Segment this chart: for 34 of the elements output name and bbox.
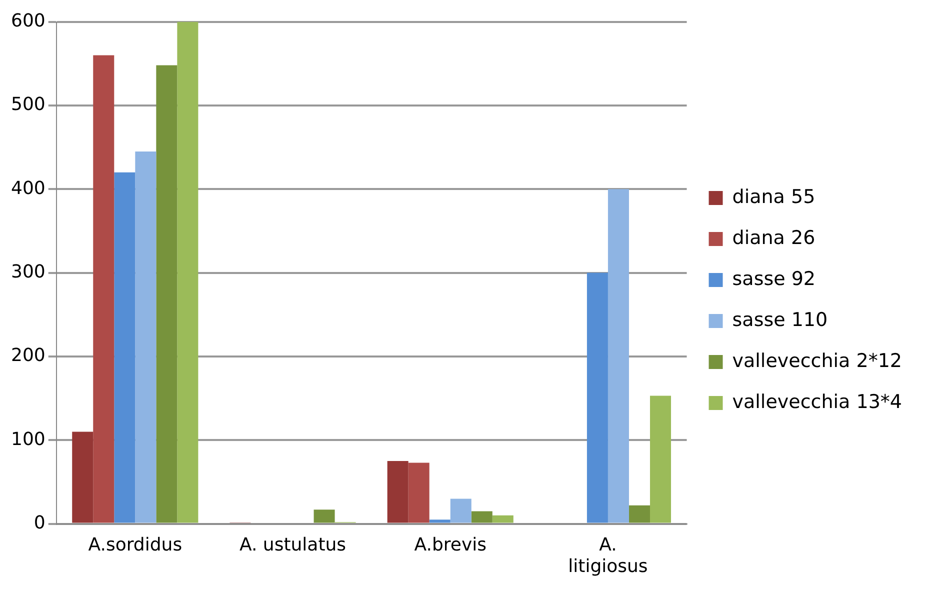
legend-label: diana 55 [732, 186, 816, 208]
legend-label: vallevecchia 2*12 [732, 350, 902, 372]
legend-label: sasse 92 [732, 268, 816, 290]
y-tick-label: 200 [10, 345, 46, 366]
bar [93, 55, 114, 523]
y-tick-label: 600 [10, 10, 46, 32]
bar [450, 498, 472, 523]
bar [387, 461, 408, 523]
bar [314, 510, 335, 523]
bar [492, 515, 514, 523]
bar [471, 511, 492, 523]
y-tick-label: 500 [10, 94, 46, 116]
bar [135, 151, 156, 523]
legend-label: vallevecchia 13*4 [732, 390, 902, 413]
y-tick-label: 0 [34, 512, 46, 534]
x-tick-label: A.brevis [414, 534, 486, 556]
bar [114, 172, 136, 523]
y-tick-label: 300 [10, 261, 46, 282]
bar [156, 65, 178, 523]
bar [608, 189, 629, 523]
x-tick-label: A. ustulatus [239, 534, 346, 556]
bar [628, 505, 650, 523]
bar [429, 520, 450, 523]
legend-label: diana 26 [732, 226, 816, 249]
bar [177, 22, 198, 523]
legend-label: sasse 110 [732, 308, 828, 331]
bar [408, 462, 430, 523]
bar [586, 272, 608, 523]
y-tick-label: 400 [10, 178, 46, 199]
x-tick-label: A.sordidus [88, 534, 182, 556]
bar [72, 432, 94, 523]
bar [650, 396, 672, 523]
x-tick-label: A. litigiosus [568, 534, 648, 577]
y-tick-label: 100 [10, 428, 46, 450]
